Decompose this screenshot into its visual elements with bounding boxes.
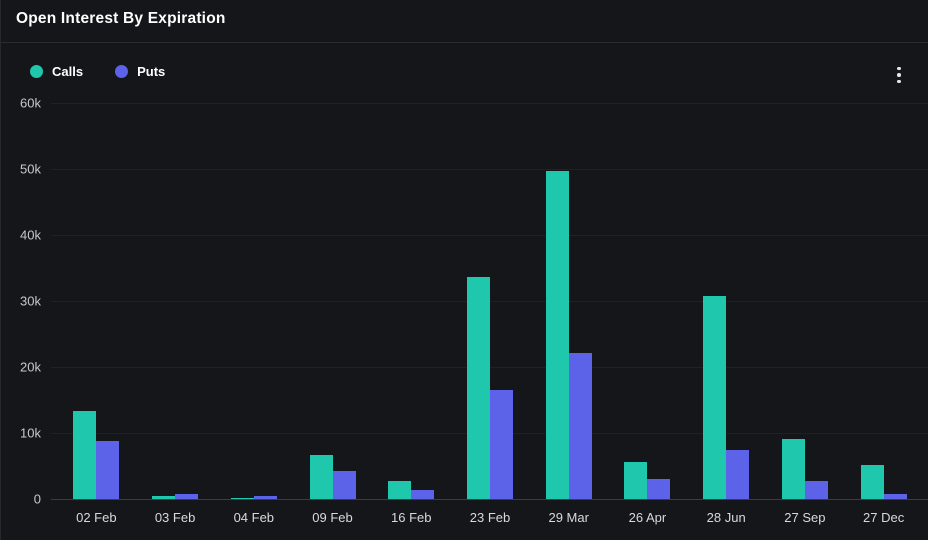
bar-puts-26-apr[interactable]	[647, 478, 671, 499]
bar-calls-28-jun[interactable]	[703, 296, 727, 499]
bar-puts-27-dec[interactable]	[883, 493, 907, 499]
x-axis-tick-label: 03 Feb	[154, 510, 196, 525]
x-axis-tick-label: 29 Mar	[548, 510, 589, 525]
x-axis-tick-label: 28 Jun	[706, 510, 746, 525]
x-axis-line	[51, 499, 928, 500]
legend-label: Puts	[137, 64, 166, 79]
bar-puts-09-feb[interactable]	[332, 471, 356, 499]
x-axis-tick-label: 02 Feb	[76, 510, 117, 525]
legend: Calls Puts	[30, 64, 165, 79]
legend-item-calls[interactable]: Calls	[30, 64, 83, 79]
bar-calls-03-feb[interactable]	[152, 495, 176, 499]
bar-puts-28-jun[interactable]	[726, 450, 750, 499]
bar-calls-27-sep[interactable]	[781, 438, 805, 499]
y-axis-tick-label: 40k	[20, 227, 41, 243]
x-axis-tick-label: 26 Apr	[628, 510, 667, 525]
bar-puts-29-mar[interactable]	[568, 353, 592, 499]
x-axis-tick-label: 27 Sep	[784, 510, 826, 525]
puts-series-dot-icon	[115, 65, 129, 78]
bar-puts-16-feb[interactable]	[411, 489, 435, 499]
x-axis-tick-label: 16 Feb	[391, 510, 432, 525]
gridline	[51, 169, 928, 170]
calls-series-dot-icon	[30, 65, 43, 78]
gridline	[51, 103, 928, 104]
legend-label: Calls	[52, 64, 84, 79]
y-axis-tick-label: 30k	[20, 293, 41, 309]
page-title: Open Interest By Expiration	[16, 10, 226, 27]
bar-calls-29-mar[interactable]	[545, 170, 569, 499]
y-axis-tick-label: 20k	[20, 359, 41, 375]
bar-puts-27-sep[interactable]	[804, 481, 828, 499]
y-axis-tick-label: 60k	[20, 95, 41, 111]
x-axis-tick-label: 27 Dec	[863, 510, 905, 525]
x-axis-tick-label: 09 Feb	[312, 510, 353, 525]
bar-puts-02-feb[interactable]	[96, 440, 120, 499]
y-axis-tick-label: 0	[33, 491, 41, 507]
bar-calls-27-dec[interactable]	[860, 464, 884, 499]
bar-calls-23-feb[interactable]	[467, 276, 490, 499]
kebab-menu-icon[interactable]	[892, 63, 906, 87]
panel-header: Open Interest By Expiration	[1, 0, 928, 43]
bar-calls-02-feb[interactable]	[73, 411, 97, 499]
bar-calls-16-feb[interactable]	[388, 481, 412, 499]
bar-puts-23-feb[interactable]	[490, 390, 513, 499]
y-axis-tick-label: 10k	[20, 425, 41, 441]
bar-calls-04-feb[interactable]	[230, 497, 254, 499]
gridline	[51, 235, 928, 236]
bar-calls-26-apr[interactable]	[624, 462, 648, 499]
x-axis-tick-label: 23 Feb	[469, 510, 511, 525]
bar-puts-04-feb[interactable]	[253, 496, 277, 499]
bar-puts-03-feb[interactable]	[175, 494, 199, 499]
bar-calls-09-feb[interactable]	[309, 454, 333, 499]
legend-item-puts[interactable]: Puts	[115, 64, 165, 79]
x-axis-tick-label: 04 Feb	[233, 510, 275, 525]
y-axis-tick-label: 50k	[20, 161, 41, 177]
